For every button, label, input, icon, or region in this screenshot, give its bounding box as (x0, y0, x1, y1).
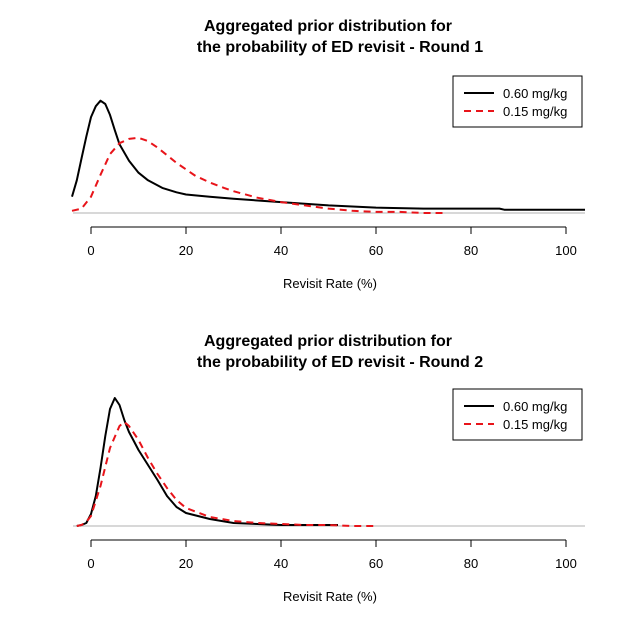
chart-panel-round1: Aggregated prior distribution for the pr… (71, 18, 585, 291)
legend-box (452, 388, 583, 441)
x-tick-label: 100 (555, 243, 577, 258)
x-tick-label: 0 (87, 243, 94, 258)
x-ticks: 0 20 40 60 80 100 (87, 227, 577, 258)
series-line-2 (71, 136, 443, 214)
x-tick-label: 0 (87, 556, 94, 571)
series-group (71, 99, 585, 214)
x-tick-label: 100 (555, 556, 577, 571)
x-tick-label: 40 (274, 556, 288, 571)
series-line-1 (71, 99, 585, 211)
series-group (76, 397, 376, 527)
chart-title-line1: Aggregated prior distribution for (204, 18, 452, 35)
chart-panel-round2: Aggregated prior distribution for the pr… (73, 333, 585, 604)
x-tick-label: 80 (464, 243, 478, 258)
legend-label: 0.15 mg/kg (503, 417, 567, 432)
chart-title-line2: the probability of ED revisit - Round 2 (197, 354, 483, 371)
series-line-1 (76, 397, 338, 527)
x-tick-label: 60 (369, 243, 383, 258)
x-ticks: 0 20 40 60 80 100 (87, 540, 577, 571)
x-tick-label: 20 (179, 243, 193, 258)
legend-box (452, 75, 583, 128)
x-tick-label: 80 (464, 556, 478, 571)
legend: 0.60 mg/kg 0.15 mg/kg (452, 388, 583, 441)
legend-label: 0.15 mg/kg (503, 104, 567, 119)
legend: 0.60 mg/kg 0.15 mg/kg (452, 75, 583, 128)
chart-title-line2: the probability of ED revisit - Round 1 (197, 39, 483, 56)
x-axis-label: Revisit Rate (%) (283, 589, 377, 604)
chart-title-line1: Aggregated prior distribution for (204, 333, 452, 350)
x-tick-label: 20 (179, 556, 193, 571)
legend-label: 0.60 mg/kg (503, 399, 567, 414)
x-tick-label: 40 (274, 243, 288, 258)
x-tick-label: 60 (369, 556, 383, 571)
legend-label: 0.60 mg/kg (503, 86, 567, 101)
series-line-2 (76, 421, 376, 527)
x-axis-label: Revisit Rate (%) (283, 276, 377, 291)
